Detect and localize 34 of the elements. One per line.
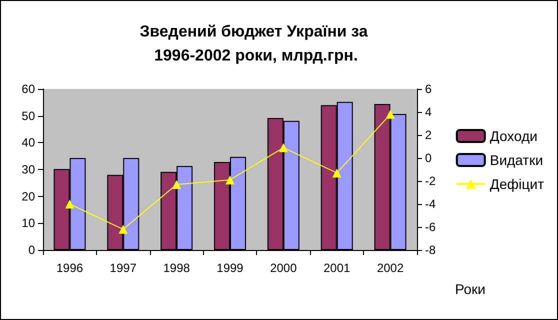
y2-tick-label: -8 [425,243,436,257]
x-tick-label: 2000 [270,261,298,275]
y2-tick-label: 4 [425,105,432,119]
legend-label: Видатки [490,152,544,168]
y-tick-label: 0 [28,243,36,257]
y-tick-label: 20 [22,189,36,204]
y2-tick-label: -4 [425,197,436,211]
point [226,175,234,184]
x-tick-label: 1997 [110,261,137,275]
x-tick-label: 1998 [163,261,190,275]
y2-tick-label: 0 [425,151,432,165]
y-tick-label: 30 [22,162,36,176]
y2-tick-label: 6 [425,82,432,96]
x-tick-label: 2001 [324,261,351,275]
x-axis-title: Роки [455,281,486,297]
legend-label: Дефіцит [490,176,545,192]
chart-title: Зведений бюджет України за 1996-2002 роки, млрд.грн. [140,24,372,64]
y2-tick-label: -2 [425,174,436,188]
x-tick-label: 2002 [376,261,404,275]
y-tick-label: 60 [22,82,36,96]
y-tick-label: 10 [22,216,36,230]
point [332,168,342,178]
point [278,143,288,152]
point [65,200,74,208]
point [386,110,395,119]
point [172,180,182,189]
y2-tick-label: -6 [425,220,436,234]
y2-tick-label: 2 [425,128,432,142]
y-tick-label: 50 [22,108,36,123]
x-tick-label: 1999 [216,261,244,275]
point [118,224,128,234]
y-tick-label: 40 [22,136,36,150]
legend-label: Доходи [490,128,538,144]
x-tick-label: 1996 [56,261,84,275]
